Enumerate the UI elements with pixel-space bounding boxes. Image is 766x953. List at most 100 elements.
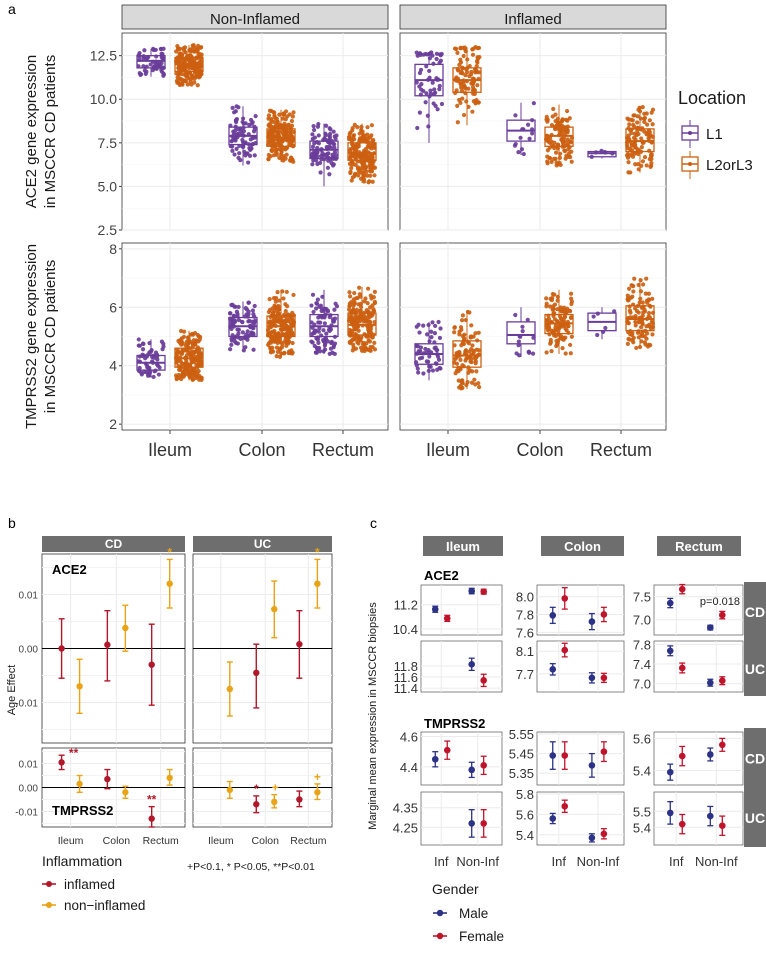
facet-strip-b-0	[42, 536, 185, 552]
point-male	[666, 809, 674, 817]
point-Ileum-L1	[437, 60, 442, 65]
point-Ileum-L1	[136, 337, 141, 342]
point-Colon-L2orL3	[272, 129, 277, 134]
point-Colon-L2orL3	[266, 157, 271, 162]
point-Rectum-L2orL3	[370, 161, 375, 166]
point-female	[480, 677, 488, 684]
point-Ileum-L1	[145, 56, 150, 61]
point-Colon-L2orL3	[547, 145, 552, 150]
point-Colon-L2orL3	[266, 309, 272, 315]
point-Ileum-L2orL3	[458, 82, 463, 87]
point-Rectum-L1	[310, 132, 315, 137]
point-male	[666, 768, 674, 776]
point-Ileum-L2orL3	[184, 358, 189, 364]
point-Rectum-L1	[333, 301, 338, 306]
point-Ileum-L2orL3	[454, 46, 459, 52]
point-Colon-L2orL3	[553, 156, 558, 161]
y-tick-c: 11.6	[394, 670, 418, 685]
row-strip-c-1	[744, 640, 766, 696]
y-tick-c: 11.4	[394, 681, 418, 696]
point-Rectum-L1	[326, 158, 331, 163]
point-Ileum-L1	[148, 349, 154, 354]
point-Rectum-L2orL3	[357, 292, 362, 297]
point-Colon-L1	[234, 117, 239, 122]
panel-b-r0-1: *	[192, 545, 333, 744]
point-Ileum-L2orL3	[465, 70, 470, 75]
point-Rectum-L1	[319, 153, 324, 159]
point-Colon-L2orL3	[276, 311, 281, 316]
point-male	[588, 674, 596, 682]
point-Ileum-L2orL3	[474, 369, 479, 374]
point-Rectum-L1	[334, 133, 339, 138]
legend-label-c-1: Female	[459, 929, 504, 944]
point-Colon-L2orL3	[563, 335, 568, 340]
point-Rectum-L2orL3	[642, 154, 648, 160]
panel-frame	[653, 640, 744, 693]
point-Colon-L2orL3	[569, 334, 575, 339]
point-Rectum-L2orL3	[629, 130, 634, 136]
point-Ileum-L1	[419, 87, 424, 92]
point-Rectum-L1	[319, 157, 324, 162]
point-Ileum-L1	[138, 72, 143, 77]
row-label-c-3: UC	[745, 810, 765, 826]
point-Colon-L1	[229, 342, 234, 347]
point-Colon-L2orL3	[558, 127, 563, 133]
point-non-inflamed	[226, 786, 233, 794]
point-Rectum-L2orL3	[370, 179, 375, 184]
point-Ileum-L1	[148, 62, 153, 67]
y-tick-c: 5.6	[516, 807, 534, 822]
point-Ileum-L1	[420, 355, 425, 360]
point-Colon-L1	[234, 309, 239, 314]
point-Ileum-L2orL3	[194, 373, 199, 378]
point-Rectum-L2orL3	[372, 173, 377, 178]
point-Ileum-L2orL3	[177, 340, 183, 345]
point-Colon-L2orL3	[279, 143, 284, 148]
point-Ileum-L2orL3	[460, 96, 465, 101]
point-Ileum-L1	[427, 339, 432, 344]
point-Colon-L1	[227, 316, 233, 321]
point-Colon-L2orL3	[284, 152, 289, 157]
point-Rectum-L2orL3	[640, 321, 645, 326]
point-non-inflamed	[314, 580, 321, 587]
point-Ileum-L2orL3	[473, 359, 478, 364]
point-Ileum-L1	[141, 64, 146, 69]
point-Colon-L2orL3	[269, 336, 274, 341]
point-Colon-L1	[235, 314, 240, 319]
point-Rectum-L2orL3	[639, 339, 644, 344]
point-Rectum-L2orL3	[639, 145, 644, 150]
x-tick-a-Colon: Colon	[238, 440, 285, 460]
point-Colon-L1	[227, 311, 233, 316]
point-Colon-L2orL3	[552, 333, 557, 338]
point-Colon-L2orL3	[555, 294, 560, 300]
point-Colon-L1	[530, 351, 536, 356]
legend-title-b: Inflammation	[42, 853, 122, 869]
point-female	[600, 674, 608, 682]
point-Colon-L2orL3	[282, 319, 287, 324]
point-Colon-L1	[228, 123, 233, 128]
point-Colon-L2orL3	[274, 152, 279, 157]
point-Colon-L1	[250, 120, 255, 125]
point-Ileum-L1	[432, 331, 438, 336]
point-Rectum-L1	[332, 341, 338, 346]
point-Rectum-L2orL3	[636, 147, 641, 152]
point-Rectum-L2orL3	[625, 155, 631, 160]
point-Ileum-L2orL3	[178, 59, 183, 64]
point-Rectum-L2orL3	[635, 151, 641, 157]
x-tick-c-Inf: Inf	[552, 854, 567, 869]
point-Rectum-L2orL3	[352, 122, 357, 127]
point-Rectum-L2orL3	[644, 336, 649, 341]
point-Colon-L1	[516, 343, 521, 348]
point-Rectum-L2orL3	[356, 341, 361, 346]
point-Rectum-L2orL3	[347, 301, 352, 306]
point-Colon-L1	[230, 105, 235, 110]
point-Rectum-L2orL3	[631, 340, 636, 345]
point-Ileum-L1	[439, 51, 444, 57]
significance-mark: *	[315, 545, 320, 559]
point-Rectum-L1	[321, 339, 326, 344]
point-Rectum-L2orL3	[350, 125, 355, 131]
significance-mark: *	[167, 545, 172, 559]
point-male	[588, 762, 596, 769]
point-Colon-L1	[521, 151, 526, 157]
point-Colon-L1	[513, 141, 518, 147]
point-Ileum-L2orL3	[178, 328, 184, 334]
